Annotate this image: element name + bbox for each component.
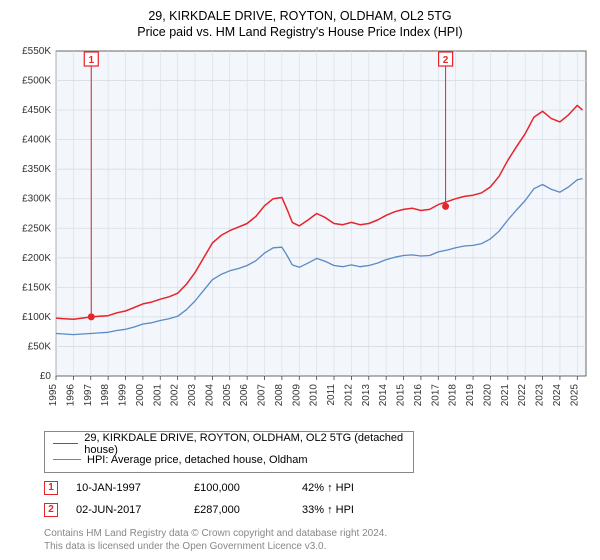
- legend: 29, KIRKDALE DRIVE, ROYTON, OLDHAM, OL2 …: [44, 431, 414, 473]
- chart-title: 29, KIRKDALE DRIVE, ROYTON, OLDHAM, OL2 …: [10, 8, 590, 41]
- legend-label: 29, KIRKDALE DRIVE, ROYTON, OLDHAM, OL2 …: [84, 432, 405, 456]
- event-row: 2 02-JUN-2017 £287,000 33% ↑ HPI: [44, 499, 590, 521]
- svg-text:1: 1: [88, 55, 94, 66]
- svg-text:£500K: £500K: [22, 75, 51, 86]
- svg-text:2015: 2015: [396, 383, 407, 406]
- svg-text:2010: 2010: [309, 383, 320, 406]
- svg-text:£250K: £250K: [22, 223, 51, 234]
- line-chart: £0 £50K £100K £150K £200K £250K £300K £350K £400…: [10, 45, 590, 425]
- svg-text:2000: 2000: [135, 383, 146, 406]
- legend-item: 29, KIRKDALE DRIVE, ROYTON, OLDHAM, OL2 …: [53, 436, 405, 452]
- svg-text:2006: 2006: [239, 383, 250, 406]
- svg-text:£400K: £400K: [22, 134, 51, 145]
- svg-text:2004: 2004: [204, 383, 215, 406]
- footnote-line2: This data is licensed under the Open Gov…: [44, 540, 590, 553]
- svg-text:2012: 2012: [343, 383, 354, 406]
- svg-text:2019: 2019: [465, 383, 476, 406]
- svg-text:2024: 2024: [552, 383, 563, 406]
- svg-text:2023: 2023: [535, 383, 546, 406]
- title-line2: Price paid vs. HM Land Registry's House …: [10, 24, 590, 40]
- svg-text:1997: 1997: [83, 383, 94, 406]
- event-date: 10-JAN-1997: [76, 482, 176, 494]
- event-date: 02-JUN-2017: [76, 504, 176, 516]
- event-price: £287,000: [194, 504, 284, 516]
- svg-text:1999: 1999: [118, 383, 129, 406]
- svg-text:£50K: £50K: [28, 341, 52, 352]
- event-row: 1 10-JAN-1997 £100,000 42% ↑ HPI: [44, 477, 590, 499]
- footnote: Contains HM Land Registry data © Crown c…: [44, 527, 590, 553]
- legend-swatch: [53, 443, 78, 444]
- svg-text:2001: 2001: [152, 383, 163, 406]
- svg-text:2013: 2013: [361, 383, 372, 406]
- svg-text:2020: 2020: [482, 383, 493, 406]
- event-pct: 42% ↑ HPI: [302, 482, 402, 494]
- event-marker: 1: [44, 481, 58, 495]
- svg-text:2014: 2014: [378, 383, 389, 406]
- legend-label: HPI: Average price, detached house, Oldh…: [87, 454, 308, 466]
- svg-text:1996: 1996: [65, 383, 76, 406]
- svg-text:2008: 2008: [274, 383, 285, 406]
- svg-text:2017: 2017: [430, 383, 441, 406]
- svg-text:2011: 2011: [326, 383, 337, 405]
- svg-text:£300K: £300K: [22, 193, 51, 204]
- svg-text:2: 2: [443, 55, 449, 66]
- svg-text:2003: 2003: [187, 383, 198, 406]
- svg-text:£100K: £100K: [22, 311, 51, 322]
- svg-text:2016: 2016: [413, 383, 424, 406]
- svg-text:£0: £0: [40, 371, 52, 382]
- svg-text:1995: 1995: [48, 383, 59, 406]
- svg-text:2002: 2002: [170, 383, 181, 406]
- svg-text:£150K: £150K: [22, 282, 51, 293]
- svg-text:2005: 2005: [222, 383, 233, 406]
- event-pct: 33% ↑ HPI: [302, 504, 402, 516]
- svg-text:2021: 2021: [500, 383, 511, 406]
- event-marker: 2: [44, 503, 58, 517]
- svg-text:£200K: £200K: [22, 252, 51, 263]
- chart-container: 29, KIRKDALE DRIVE, ROYTON, OLDHAM, OL2 …: [0, 0, 600, 560]
- title-line1: 29, KIRKDALE DRIVE, ROYTON, OLDHAM, OL2 …: [10, 8, 590, 24]
- svg-text:2007: 2007: [257, 383, 268, 406]
- svg-text:2018: 2018: [448, 383, 459, 406]
- svg-text:£450K: £450K: [22, 105, 51, 116]
- legend-swatch: [53, 459, 81, 460]
- svg-text:2022: 2022: [517, 383, 528, 406]
- svg-text:£550K: £550K: [22, 46, 51, 57]
- svg-text:£350K: £350K: [22, 164, 51, 175]
- event-price: £100,000: [194, 482, 284, 494]
- events-table: 1 10-JAN-1997 £100,000 42% ↑ HPI 2 02-JUN-201…: [44, 477, 590, 521]
- svg-text:2025: 2025: [569, 383, 580, 406]
- svg-text:1998: 1998: [100, 383, 111, 406]
- footnote-line1: Contains HM Land Registry data © Crown c…: [44, 527, 590, 540]
- svg-text:2009: 2009: [291, 383, 302, 406]
